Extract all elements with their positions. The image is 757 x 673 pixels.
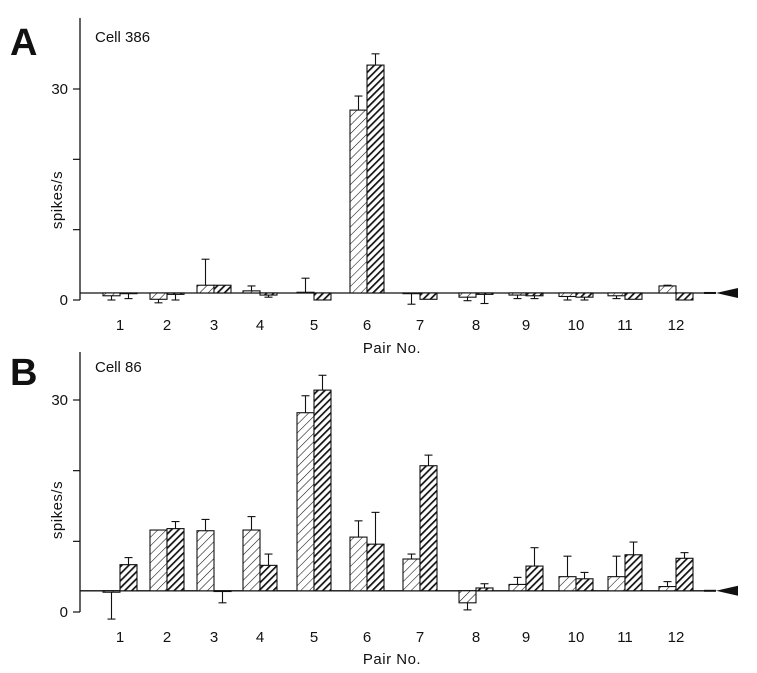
- x-tick-label: 6: [363, 317, 371, 334]
- bar-condition-2: [313, 292, 332, 301]
- bar-condition-1: [658, 586, 677, 592]
- bar-condition-1: [296, 412, 315, 592]
- x-tick-label: 9: [522, 629, 530, 646]
- bar-condition-2: [213, 590, 232, 593]
- y-tick-label: 0: [60, 292, 68, 309]
- bar-condition-2: [166, 292, 185, 295]
- x-tick-label: 10: [568, 629, 585, 646]
- x-tick-label: 2: [163, 629, 171, 646]
- bar-condition-2: [675, 292, 694, 301]
- bar-condition-1: [558, 576, 577, 592]
- bar-condition-1: [149, 292, 168, 300]
- x-tick-label: 6: [363, 629, 371, 646]
- panel-b-xlabel: Pair No.: [363, 651, 421, 668]
- x-tick-label: 3: [210, 629, 218, 646]
- bar-condition-1: [607, 292, 626, 297]
- bar-condition-2: [213, 284, 232, 294]
- panel-b-ylabel: spikes/s: [49, 481, 66, 539]
- x-tick-label: 9: [522, 317, 530, 334]
- x-tick-label: 11: [617, 629, 633, 646]
- bar-condition-2: [366, 543, 385, 592]
- bar-condition-2: [259, 564, 278, 592]
- x-tick-label: 1: [116, 317, 124, 334]
- bar-condition-2: [525, 565, 544, 592]
- bar-condition-1: [296, 291, 315, 294]
- bar-condition-1: [402, 292, 421, 295]
- bar-condition-2: [624, 292, 643, 300]
- y-tick-label: 0: [60, 604, 68, 621]
- bar-condition-2: [575, 578, 594, 592]
- x-tick-label: 8: [472, 629, 480, 646]
- bar-condition-1: [508, 583, 527, 592]
- bar-condition-1: [349, 109, 368, 294]
- bar-condition-2: [259, 292, 278, 296]
- panel-a-letter: A: [10, 22, 37, 64]
- bar-condition-1: [607, 576, 626, 592]
- bar-condition-2: [366, 64, 385, 294]
- panel-a-xlabel: Pair No.: [363, 340, 421, 357]
- bar-condition-1: [149, 529, 168, 592]
- x-tick-label: 2: [163, 317, 171, 334]
- bar-condition-1: [458, 590, 477, 604]
- x-tick-label: 5: [310, 317, 318, 334]
- bar-condition-1: [508, 292, 527, 296]
- bar-condition-2: [419, 292, 438, 300]
- bar-condition-2: [475, 587, 494, 592]
- bar-condition-1: [102, 292, 121, 297]
- bar-condition-2: [313, 389, 332, 592]
- bar-condition-2: [675, 557, 694, 592]
- y-tick-label: 30: [51, 392, 68, 409]
- panel-b-title: Cell 86: [95, 359, 142, 376]
- x-tick-label: 7: [416, 317, 424, 334]
- panel-a-title: Cell 386: [95, 29, 150, 46]
- bar-condition-1: [242, 290, 261, 294]
- panel-b-letter: B: [10, 352, 37, 394]
- bar-condition-1: [658, 285, 677, 294]
- bar-condition-1: [558, 292, 577, 298]
- bar-condition-2: [525, 292, 544, 297]
- x-tick-label: 4: [256, 629, 264, 646]
- x-tick-label: 10: [568, 317, 585, 334]
- bar-condition-1: [242, 529, 261, 592]
- baseline-arrow-marker: [716, 287, 738, 298]
- bar-condition-2: [624, 554, 643, 592]
- bar-condition-1: [349, 536, 368, 592]
- bar-condition-1: [402, 558, 421, 592]
- bar-condition-2: [419, 465, 438, 592]
- bar-condition-2: [119, 292, 138, 295]
- bar-condition-2: [166, 528, 185, 592]
- y-tick-label: 30: [51, 81, 68, 98]
- bar-condition-1: [458, 292, 477, 298]
- x-tick-label: 4: [256, 317, 264, 334]
- x-tick-label: 3: [210, 317, 218, 334]
- bar-condition-2: [575, 292, 594, 298]
- x-tick-label: 12: [668, 317, 685, 334]
- x-tick-label: 12: [668, 629, 685, 646]
- bar-condition-1: [102, 590, 121, 593]
- bar-condition-1: [196, 530, 215, 592]
- x-tick-label: 5: [310, 629, 318, 646]
- baseline-arrow-marker: [716, 585, 738, 596]
- x-tick-label: 1: [116, 629, 124, 646]
- x-tick-label: 11: [617, 317, 633, 334]
- bar-condition-2: [475, 292, 494, 295]
- x-tick-label: 8: [472, 317, 480, 334]
- x-tick-label: 7: [416, 629, 424, 646]
- bar-condition-1: [196, 284, 215, 294]
- panel-a-ylabel: spikes/s: [49, 171, 66, 229]
- bar-condition-2: [119, 564, 138, 592]
